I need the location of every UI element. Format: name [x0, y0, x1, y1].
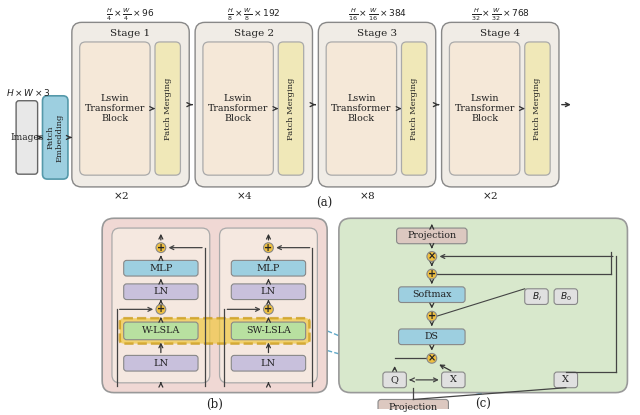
- Text: +: +: [428, 269, 436, 279]
- FancyBboxPatch shape: [220, 228, 317, 383]
- Circle shape: [156, 305, 166, 314]
- FancyBboxPatch shape: [399, 329, 465, 344]
- FancyBboxPatch shape: [442, 22, 559, 187]
- Text: Lswin
Transformer
Block: Lswin Transformer Block: [208, 94, 268, 123]
- Text: (c): (c): [476, 398, 491, 411]
- FancyBboxPatch shape: [124, 355, 198, 371]
- Text: $\times$8: $\times$8: [359, 190, 376, 201]
- FancyBboxPatch shape: [231, 355, 306, 371]
- Text: $B_i$: $B_i$: [531, 290, 541, 303]
- FancyBboxPatch shape: [278, 42, 303, 175]
- FancyBboxPatch shape: [231, 322, 306, 340]
- Text: ×: ×: [428, 353, 436, 363]
- Text: Lswin
Transformer
Block: Lswin Transformer Block: [84, 94, 145, 123]
- FancyBboxPatch shape: [383, 372, 406, 388]
- Text: Projection: Projection: [407, 232, 456, 240]
- FancyBboxPatch shape: [397, 228, 467, 244]
- Text: (b): (b): [206, 398, 223, 411]
- Text: LN: LN: [154, 287, 168, 296]
- Circle shape: [427, 354, 436, 363]
- Text: X: X: [450, 376, 457, 384]
- Text: $\times$2: $\times$2: [483, 190, 499, 201]
- Circle shape: [427, 269, 436, 279]
- Text: Softmax: Softmax: [412, 290, 452, 299]
- Text: Stage 2: Stage 2: [234, 29, 274, 38]
- FancyBboxPatch shape: [449, 42, 520, 175]
- FancyBboxPatch shape: [203, 42, 273, 175]
- FancyBboxPatch shape: [554, 289, 577, 305]
- FancyBboxPatch shape: [318, 22, 436, 187]
- Text: Patch Merging: Patch Merging: [534, 77, 541, 140]
- Text: Images: Images: [10, 133, 44, 142]
- Text: $\frac{H}{8}\times\frac{W}{8}\times192$: $\frac{H}{8}\times\frac{W}{8}\times192$: [227, 6, 280, 23]
- Text: $\times$2: $\times$2: [113, 190, 129, 201]
- Text: +: +: [157, 243, 165, 253]
- Text: Stage 1: Stage 1: [111, 29, 150, 38]
- Text: LN: LN: [261, 359, 276, 368]
- Text: Stage 4: Stage 4: [480, 29, 520, 38]
- FancyBboxPatch shape: [401, 42, 427, 175]
- Text: SW-LSLA: SW-LSLA: [246, 327, 291, 335]
- Text: $B_0$: $B_0$: [560, 290, 572, 303]
- Text: $\frac{H}{16}\times\frac{W}{16}\times384$: $\frac{H}{16}\times\frac{W}{16}\times384…: [348, 6, 406, 23]
- FancyBboxPatch shape: [102, 218, 327, 393]
- Text: W-LSLA: W-LSLA: [141, 327, 180, 335]
- Text: Patch
Embedding: Patch Embedding: [47, 113, 64, 162]
- Text: +: +: [157, 304, 165, 314]
- Circle shape: [156, 243, 166, 253]
- Text: $H\times W\times 3$: $H\times W\times 3$: [6, 88, 51, 98]
- FancyBboxPatch shape: [525, 42, 550, 175]
- FancyBboxPatch shape: [378, 400, 449, 415]
- Text: Lswin
Transformer
Block: Lswin Transformer Block: [331, 94, 392, 123]
- FancyBboxPatch shape: [42, 96, 68, 179]
- Text: MLP: MLP: [257, 264, 280, 273]
- FancyBboxPatch shape: [195, 22, 312, 187]
- Text: +: +: [264, 304, 273, 314]
- Text: +: +: [428, 311, 436, 321]
- Text: Q: Q: [390, 376, 399, 384]
- Text: ×: ×: [428, 251, 436, 261]
- FancyBboxPatch shape: [326, 42, 397, 175]
- Text: LN: LN: [154, 359, 168, 368]
- FancyBboxPatch shape: [124, 260, 198, 276]
- Text: Patch Merging: Patch Merging: [410, 77, 418, 140]
- Text: LN: LN: [261, 287, 276, 296]
- FancyBboxPatch shape: [120, 318, 310, 344]
- FancyBboxPatch shape: [124, 322, 198, 340]
- FancyBboxPatch shape: [79, 42, 150, 175]
- FancyBboxPatch shape: [339, 218, 627, 393]
- Text: MLP: MLP: [149, 264, 173, 273]
- Text: DS: DS: [425, 332, 439, 341]
- Text: +: +: [264, 243, 273, 253]
- Text: X: X: [563, 376, 570, 384]
- FancyBboxPatch shape: [124, 284, 198, 300]
- FancyBboxPatch shape: [112, 228, 210, 383]
- FancyBboxPatch shape: [231, 284, 306, 300]
- Circle shape: [427, 311, 436, 321]
- Circle shape: [264, 243, 273, 253]
- Text: Projection: Projection: [388, 403, 438, 412]
- Circle shape: [427, 251, 436, 261]
- FancyBboxPatch shape: [155, 42, 180, 175]
- Text: (a): (a): [316, 197, 332, 210]
- Circle shape: [264, 305, 273, 314]
- Text: Stage 3: Stage 3: [357, 29, 397, 38]
- Text: $\frac{H}{32}\times\frac{W}{32}\times768$: $\frac{H}{32}\times\frac{W}{32}\times768…: [471, 6, 530, 23]
- FancyBboxPatch shape: [442, 372, 465, 388]
- FancyBboxPatch shape: [525, 289, 548, 305]
- FancyBboxPatch shape: [72, 22, 189, 187]
- Text: Patch Merging: Patch Merging: [164, 77, 172, 140]
- Text: Lswin
Transformer
Block: Lswin Transformer Block: [454, 94, 515, 123]
- Text: $\frac{H}{4}\times\frac{W}{4}\times96$: $\frac{H}{4}\times\frac{W}{4}\times96$: [106, 6, 155, 23]
- FancyBboxPatch shape: [554, 372, 577, 388]
- FancyBboxPatch shape: [231, 260, 306, 276]
- Text: $\times$4: $\times$4: [236, 190, 252, 201]
- FancyBboxPatch shape: [399, 287, 465, 303]
- FancyBboxPatch shape: [16, 101, 38, 174]
- Text: Patch Merging: Patch Merging: [287, 77, 295, 140]
